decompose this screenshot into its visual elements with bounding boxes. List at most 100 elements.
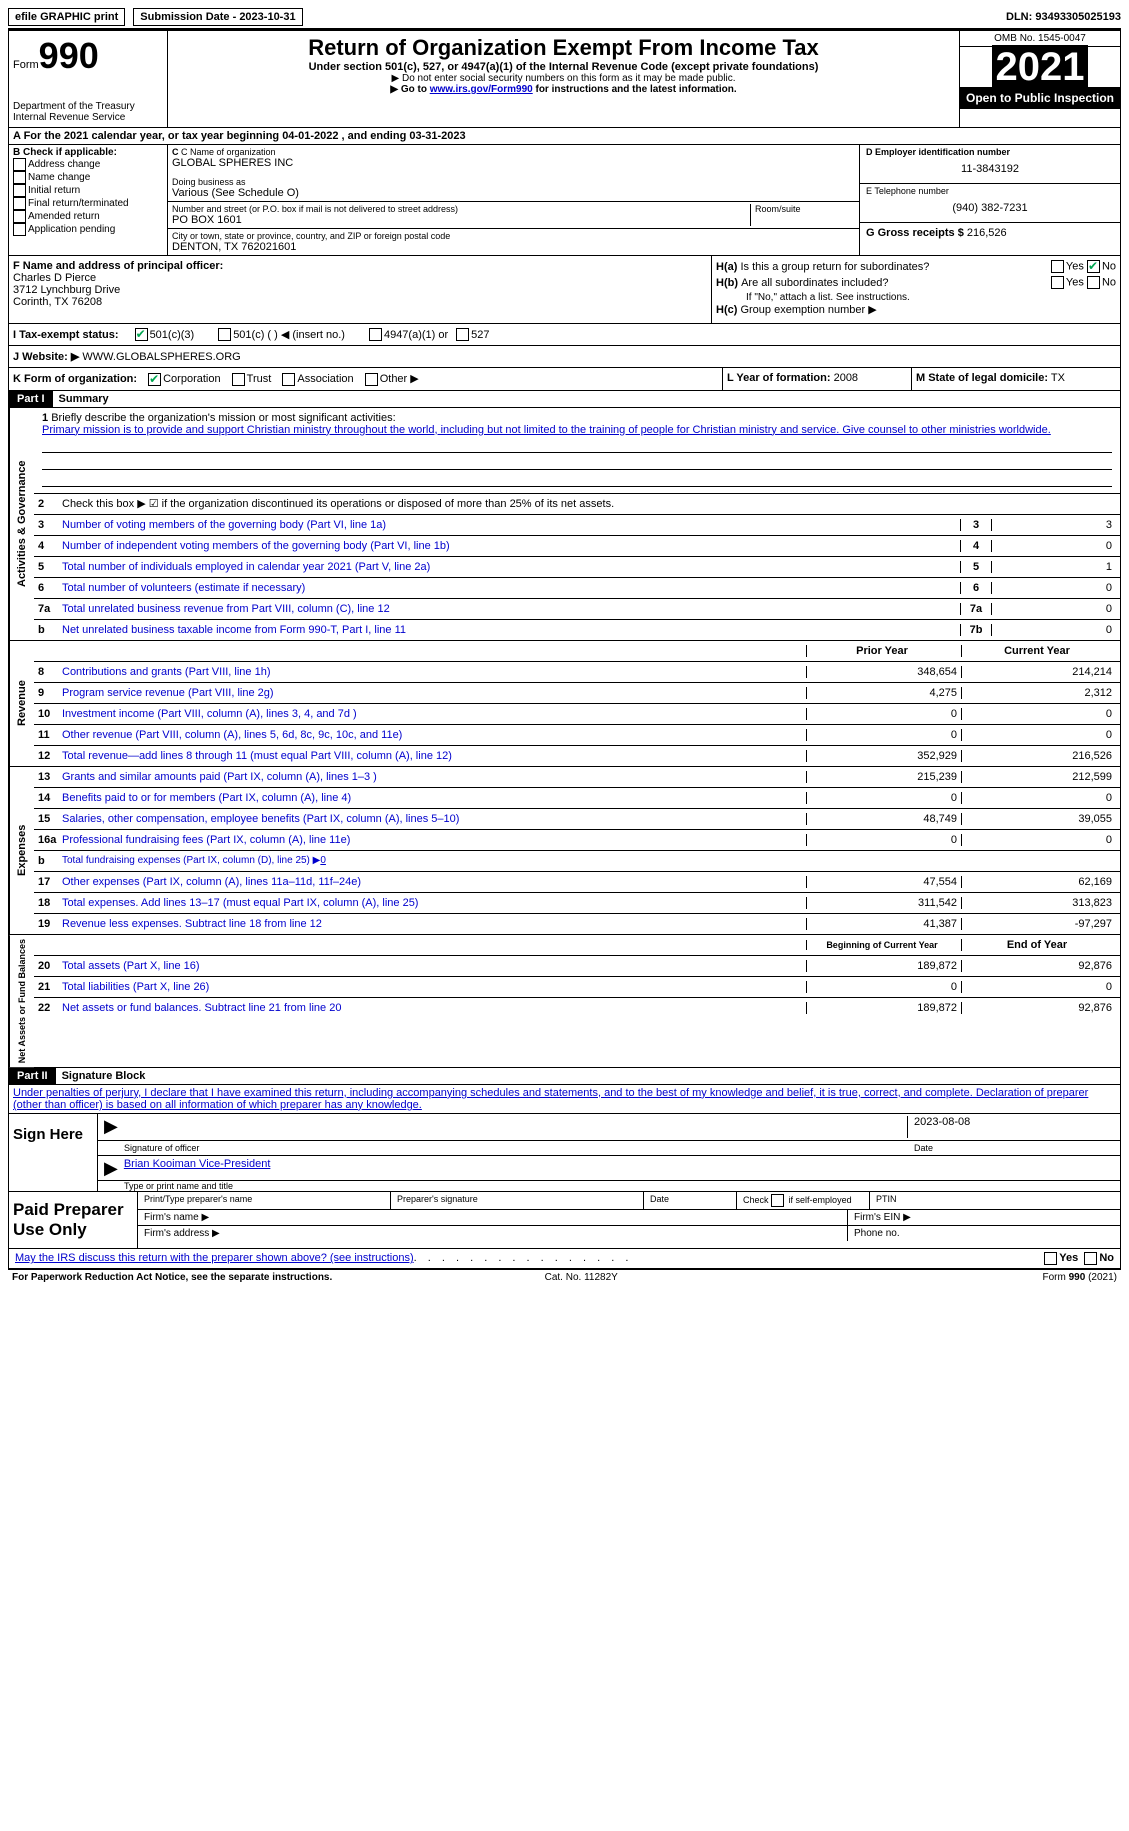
ein-label: D Employer identification number (866, 147, 1114, 157)
check-501c[interactable] (218, 328, 231, 341)
check-corp[interactable] (148, 373, 161, 386)
submission-date: Submission Date - 2023-10-31 (133, 8, 302, 26)
dln: DLN: 93493305025193 (1006, 11, 1121, 23)
officer-h-block: F Name and address of principal officer:… (8, 256, 1121, 324)
note-ssn: ▶ Do not enter social security numbers o… (172, 73, 955, 84)
l14-prior: 0 (806, 792, 961, 804)
col-b-checkboxes: B Check if applicable: Address change Na… (9, 145, 168, 255)
footer-right: Form 990 (2021) (1043, 1272, 1117, 1283)
l16a-curr: 0 (961, 834, 1116, 846)
l18-curr: 313,823 (961, 897, 1116, 909)
gross-label: G Gross receipts $ (866, 227, 964, 239)
form-number: Form 990 (13, 35, 163, 77)
check-address-change[interactable] (13, 158, 26, 171)
form-subtitle: Under section 501(c), 527, or 4947(a)(1)… (172, 61, 955, 73)
l14-curr: 0 (961, 792, 1116, 804)
form-header: Form 990 Department of the Treasury Inte… (8, 30, 1121, 128)
l10-prior: 0 (806, 708, 961, 720)
tab-activities: Activities & Governance (9, 408, 34, 640)
check-amended[interactable] (13, 210, 26, 223)
l18-prior: 311,542 (806, 897, 961, 909)
l15-prior: 48,749 (806, 813, 961, 825)
officer-label: F Name and address of principal officer: (13, 260, 707, 272)
l21-end: 0 (961, 981, 1116, 993)
l22-beg: 189,872 (806, 1002, 961, 1014)
check-initial-return[interactable] (13, 184, 26, 197)
l20-beg: 189,872 (806, 960, 961, 972)
l13-curr: 212,599 (961, 771, 1116, 783)
ha-no[interactable] (1087, 260, 1100, 273)
note-goto: ▶ Go to www.irs.gov/Form990 for instruct… (172, 84, 955, 95)
date-label: Date (908, 1143, 1114, 1153)
val-6: 0 (992, 582, 1116, 594)
footer-left: For Paperwork Reduction Act Notice, see … (12, 1272, 332, 1283)
val-7b: 0 (992, 624, 1116, 636)
l8-curr: 214,214 (961, 666, 1116, 678)
val-7a: 0 (992, 603, 1116, 615)
city-value: DENTON, TX 762021601 (172, 241, 855, 253)
mission-text: Primary mission is to provide and suppor… (42, 424, 1051, 436)
net-assets: Net Assets or Fund Balances Beginning of… (8, 935, 1121, 1068)
check-self-employed[interactable] (771, 1194, 784, 1207)
l17-curr: 62,169 (961, 876, 1116, 888)
l12-curr: 216,526 (961, 750, 1116, 762)
check-other[interactable] (365, 373, 378, 386)
check-name-change[interactable] (13, 171, 26, 184)
l11-curr: 0 (961, 729, 1116, 741)
calendar-year-line: A For the 2021 calendar year, or tax yea… (8, 128, 1121, 145)
check-trust[interactable] (232, 373, 245, 386)
tab-net-assets: Net Assets or Fund Balances (9, 935, 34, 1067)
hb-no[interactable] (1087, 276, 1100, 289)
hb-note: If "No," attach a list. See instructions… (716, 292, 1116, 303)
line2: Check this box ▶ ☑ if the organization d… (62, 497, 1116, 510)
website-row: J Website: ▶ WWW.GLOBALSPHERES.ORG (8, 346, 1121, 368)
revenue: Revenue Prior YearCurrent Year 8Contribu… (8, 641, 1121, 767)
officer-addr2: Corinth, TX 76208 (13, 296, 707, 308)
state-domicile: TX (1051, 372, 1065, 384)
dept-treasury: Department of the Treasury Internal Reve… (13, 101, 163, 123)
sig-officer-label: Signature of officer (124, 1143, 908, 1153)
paid-preparer-label: Paid Preparer Use Only (9, 1192, 138, 1248)
arrow-icon: ▶ (104, 1116, 118, 1138)
irs-link[interactable]: www.irs.gov/Form990 (430, 84, 533, 95)
sign-date: 2023-08-08 (907, 1116, 1114, 1138)
tab-expenses: Expenses (9, 767, 34, 934)
year-formation: 2008 (834, 372, 858, 384)
expenses: Expenses 13Grants and similar amounts pa… (8, 767, 1121, 935)
l9-curr: 2,312 (961, 687, 1116, 699)
tab-revenue: Revenue (9, 641, 34, 766)
check-app-pending[interactable] (13, 223, 26, 236)
room-label: Room/suite (755, 204, 855, 214)
l12-prior: 352,929 (806, 750, 961, 762)
phone-value: (940) 382-7231 (866, 196, 1114, 220)
l11-prior: 0 (806, 729, 961, 741)
hb-yes[interactable] (1051, 276, 1064, 289)
part1-header: Part I Summary (8, 391, 1121, 408)
ein-value: 11-3843192 (866, 157, 1114, 181)
check-4947[interactable] (369, 328, 382, 341)
l20-end: 92,876 (961, 960, 1116, 972)
arrow-icon: ▶ (104, 1158, 118, 1178)
k-l-m-row: K Form of organization: Corporation Trus… (8, 368, 1121, 391)
check-assoc[interactable] (282, 373, 295, 386)
org-name: GLOBAL SPHERES INC (172, 157, 855, 169)
discuss-no[interactable] (1084, 1252, 1097, 1265)
ha-yes[interactable] (1051, 260, 1064, 273)
efile-print-button[interactable]: efile GRAPHIC print (8, 8, 125, 26)
check-527[interactable] (456, 328, 469, 341)
mission-label: Briefly describe the organization's miss… (51, 412, 395, 424)
phone-label: E Telephone number (866, 186, 1114, 196)
check-final-return[interactable] (13, 197, 26, 210)
l9-prior: 4,275 (806, 687, 961, 699)
dba-label: Doing business as (172, 177, 855, 187)
top-bar: efile GRAPHIC print Submission Date - 20… (8, 8, 1121, 30)
sign-here-label: Sign Here (9, 1114, 98, 1191)
form-title: Return of Organization Exempt From Incom… (172, 35, 955, 61)
officer-name: Charles D Pierce (13, 272, 707, 284)
officer-addr1: 3712 Lynchburg Drive (13, 284, 707, 296)
discuss-yes[interactable] (1044, 1252, 1057, 1265)
check-501c3[interactable] (135, 328, 148, 341)
l8-prior: 348,654 (806, 666, 961, 678)
signer-name: Brian Kooiman Vice-President (124, 1158, 271, 1178)
city-label: City or town, state or province, country… (172, 231, 855, 241)
